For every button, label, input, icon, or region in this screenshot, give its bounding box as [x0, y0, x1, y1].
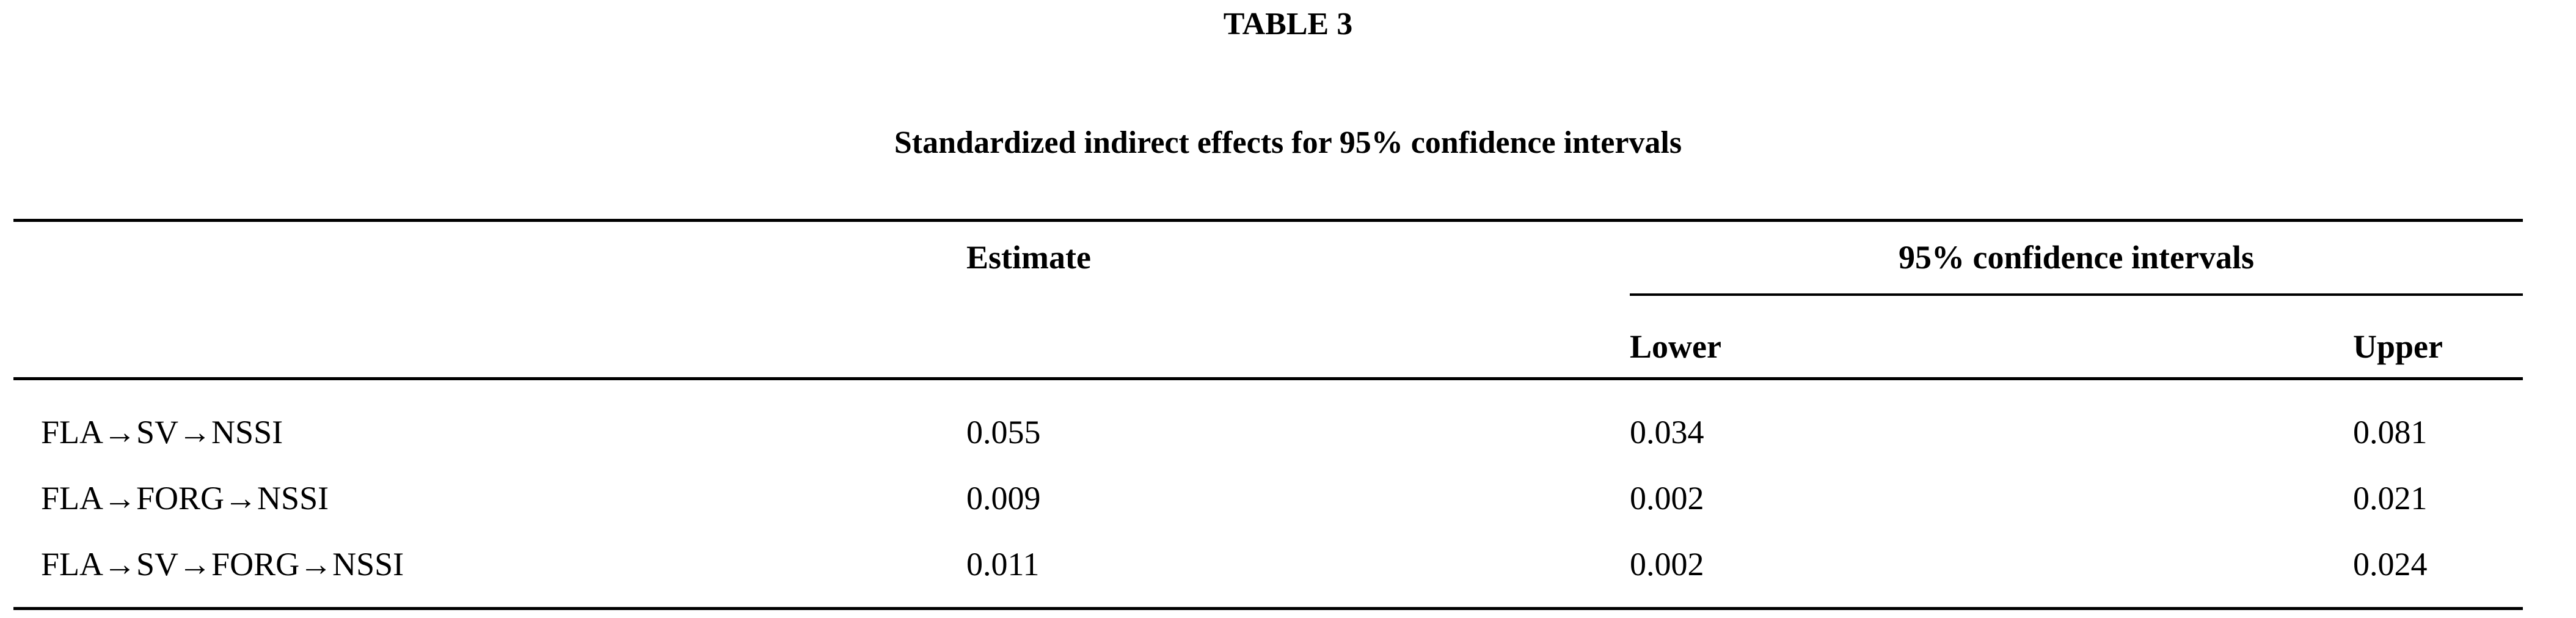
path-cell: FLA→FORG→NSSI — [41, 480, 329, 517]
upper-cell: 0.021 — [2353, 480, 2428, 517]
lower-cell: 0.002 — [1630, 480, 1704, 517]
top-rule — [13, 219, 2523, 222]
estimate-cell: 0.009 — [966, 480, 1041, 517]
header-lower: Lower — [1630, 328, 1721, 365]
table-caption: Standardized indirect effects for 95% co… — [894, 125, 1682, 160]
estimate-cell: 0.011 — [966, 546, 1040, 583]
upper-cell: 0.081 — [2353, 414, 2428, 451]
path-cell: FLA→SV→NSSI — [41, 414, 283, 451]
upper-cell: 0.024 — [2353, 546, 2428, 583]
ci-subrule — [1630, 293, 2523, 296]
table-label: TABLE 3 — [1223, 7, 1353, 42]
header-upper: Upper — [2353, 328, 2443, 365]
header-rule — [13, 377, 2523, 380]
lower-cell: 0.002 — [1630, 546, 1704, 583]
lower-cell: 0.034 — [1630, 414, 1704, 451]
header-ci-group: 95% confidence intervals — [1899, 239, 2254, 276]
estimate-cell: 0.055 — [966, 414, 1041, 451]
bottom-rule — [13, 607, 2523, 610]
header-estimate: Estimate — [966, 239, 1091, 276]
path-cell: FLA→SV→FORG→NSSI — [41, 546, 404, 583]
